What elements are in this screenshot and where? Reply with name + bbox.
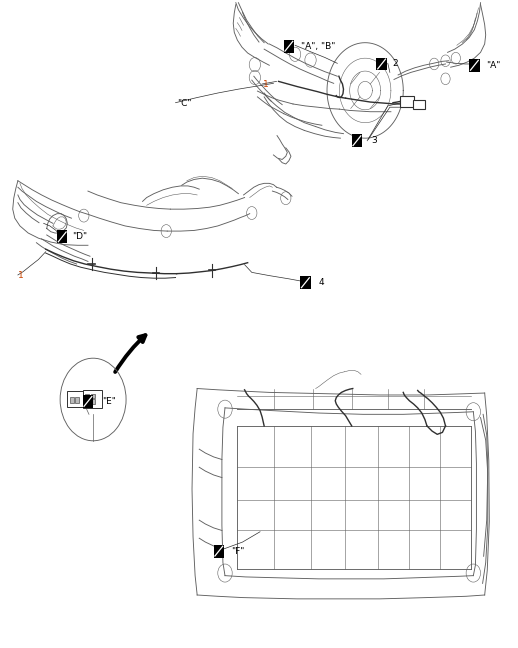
Text: 4: 4 (319, 278, 324, 287)
Text: 1: 1 (263, 80, 269, 89)
Text: "E": "E" (102, 397, 116, 406)
FancyBboxPatch shape (57, 231, 67, 244)
FancyBboxPatch shape (83, 390, 103, 408)
Text: "F": "F" (231, 547, 244, 555)
FancyBboxPatch shape (75, 397, 79, 403)
FancyBboxPatch shape (70, 397, 74, 403)
FancyBboxPatch shape (413, 100, 425, 109)
FancyBboxPatch shape (85, 394, 89, 399)
FancyBboxPatch shape (400, 97, 414, 106)
Text: "D": "D" (73, 233, 88, 242)
FancyBboxPatch shape (377, 58, 387, 71)
FancyBboxPatch shape (213, 545, 224, 557)
FancyBboxPatch shape (352, 134, 362, 147)
FancyBboxPatch shape (91, 394, 95, 399)
FancyBboxPatch shape (91, 399, 95, 404)
Text: "C": "C" (178, 99, 192, 108)
Text: 2: 2 (392, 60, 397, 69)
Text: 1: 1 (18, 271, 24, 280)
Text: 3: 3 (371, 136, 377, 145)
Text: "A": "A" (486, 61, 500, 70)
FancyBboxPatch shape (85, 399, 89, 404)
FancyBboxPatch shape (300, 276, 310, 289)
Text: "A", "B": "A", "B" (301, 41, 336, 51)
FancyBboxPatch shape (284, 40, 294, 52)
FancyBboxPatch shape (469, 59, 480, 72)
FancyBboxPatch shape (83, 395, 93, 408)
FancyBboxPatch shape (67, 391, 83, 406)
